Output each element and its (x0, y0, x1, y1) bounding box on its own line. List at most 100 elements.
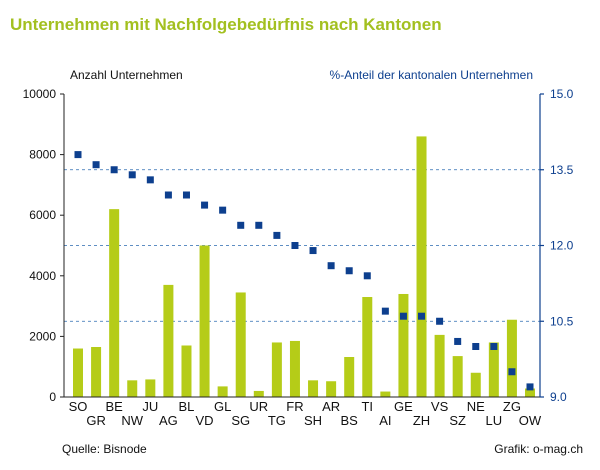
category-label: SG (231, 413, 250, 428)
bar (235, 292, 246, 397)
marker-series (74, 151, 534, 391)
bar-series (73, 136, 535, 398)
bar (199, 245, 210, 397)
category-label: GL (214, 399, 231, 414)
category-label: BL (179, 399, 195, 414)
bar (452, 356, 463, 397)
left-tick-label: 4000 (29, 269, 56, 283)
data-point-marker (164, 191, 172, 199)
bar (271, 342, 282, 397)
category-label: FR (286, 399, 303, 414)
data-point-marker (237, 221, 245, 229)
bar (308, 380, 319, 397)
data-point-marker (309, 247, 317, 255)
data-point-marker (92, 161, 100, 169)
left-tick-label: 0 (49, 390, 56, 404)
data-point-marker (128, 171, 136, 179)
data-point-marker (418, 312, 426, 320)
bar (127, 380, 138, 397)
bar (525, 388, 535, 397)
category-label: VD (196, 413, 214, 428)
right-tick-label: 12.0 (550, 239, 574, 253)
category-label: AI (379, 413, 391, 428)
bar (416, 136, 427, 398)
data-point-marker (363, 272, 371, 280)
right-tick-label: 9.0 (550, 390, 567, 404)
bar (434, 334, 445, 397)
data-point-marker (490, 343, 498, 350)
category-label: UR (249, 399, 268, 414)
data-point-marker (399, 312, 407, 320)
right-axis-ticks: 9.0 10.5 12.0 13.5 15.0 (540, 87, 574, 404)
category-label: BE (105, 399, 123, 414)
bar (181, 345, 192, 397)
data-point-marker (381, 307, 389, 315)
left-axis-label: Anzahl Unternehmen (70, 68, 183, 82)
bar (488, 342, 499, 397)
data-point-marker (291, 242, 299, 249)
category-label: ZG (503, 399, 521, 414)
gridlines (64, 169, 540, 322)
bar (398, 293, 409, 397)
bar (362, 297, 373, 397)
bar (73, 348, 83, 397)
bar (470, 372, 481, 397)
left-axis-ticks: 0 2000 4000 6000 8000 10000 (23, 87, 64, 404)
category-label: AG (159, 413, 178, 428)
category-label: SH (304, 413, 322, 428)
bar (163, 284, 174, 397)
category-label: TG (268, 413, 286, 428)
data-point-marker (508, 368, 516, 376)
right-tick-label: 10.5 (550, 314, 574, 328)
bar (145, 379, 156, 397)
left-tick-label: 2000 (29, 329, 56, 343)
category-label: OW (519, 413, 542, 428)
data-point-marker (345, 267, 353, 275)
category-label: VS (431, 399, 449, 414)
data-point-marker (273, 231, 281, 239)
right-tick-label: 13.5 (550, 163, 574, 177)
left-tick-label: 8000 (29, 148, 56, 162)
left-tick-label: 6000 (29, 208, 56, 222)
category-label: ZH (413, 413, 430, 428)
data-point-marker (255, 221, 263, 229)
data-point-marker (327, 262, 335, 270)
category-label: AR (322, 399, 340, 414)
bar (326, 381, 337, 397)
bar (217, 386, 228, 397)
source-note: Quelle: Bisnode (62, 442, 147, 456)
data-point-marker (454, 337, 462, 345)
category-label: GE (394, 399, 413, 414)
bar (506, 319, 517, 397)
data-point-marker (182, 191, 190, 199)
category-label: BS (341, 413, 359, 428)
chart-title: Unternehmen mit Nachfolgebedürfnis nach … (10, 15, 442, 34)
bar (109, 209, 120, 397)
left-tick-label: 10000 (23, 87, 57, 101)
category-label: LU (486, 413, 503, 428)
data-point-marker (436, 317, 444, 325)
data-point-marker (110, 166, 118, 174)
category-label: TI (361, 399, 373, 414)
category-label: SO (69, 399, 88, 414)
data-point-marker (219, 206, 227, 214)
data-point-marker (201, 201, 209, 209)
category-label: GR (86, 413, 106, 428)
credit-note: Grafik: o-mag.ch (494, 442, 583, 456)
right-tick-label: 15.0 (550, 87, 574, 101)
bar (380, 391, 391, 397)
data-point-marker (146, 176, 154, 184)
data-point-marker (526, 383, 534, 391)
bar (344, 357, 355, 397)
data-point-marker (472, 343, 480, 350)
bar (289, 340, 300, 397)
bar (253, 390, 264, 397)
data-point-marker (74, 151, 82, 159)
category-label: JU (142, 399, 158, 414)
category-label: NE (467, 399, 485, 414)
category-label: NW (121, 413, 143, 428)
right-axis-label: %-Anteil der kantonalen Unternehmen (330, 68, 533, 82)
